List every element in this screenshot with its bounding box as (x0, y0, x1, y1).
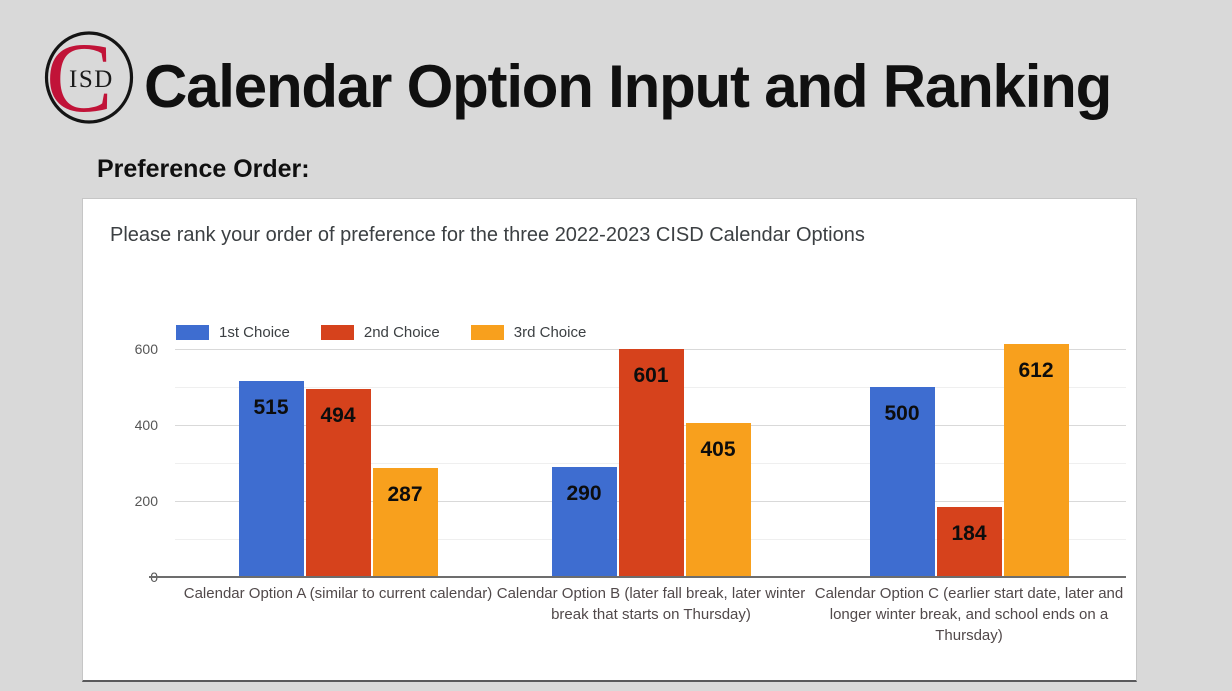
bar-value-label: 184 (951, 522, 987, 546)
legend-label: 3rd Choice (513, 324, 587, 341)
bar-value-label: 612 (1018, 359, 1054, 383)
legend-label: 2nd Choice (363, 324, 440, 341)
chart-panel: Please rank your order of preference for… (82, 198, 1137, 682)
bar-value-label: 515 (253, 396, 289, 420)
bar[interactable] (1003, 344, 1069, 577)
legend-swatch-icon (176, 325, 209, 340)
bar-value-label: 405 (700, 438, 736, 462)
bar[interactable] (869, 387, 935, 577)
bar[interactable] (618, 348, 684, 577)
bar[interactable] (551, 466, 617, 577)
x-axis-line (149, 576, 1126, 578)
y-axis-tick-label: 600 (134, 341, 158, 357)
x-axis-category-label: Calendar Option A (similar to current ca… (183, 585, 493, 602)
cisd-logo-icon: C ISD (44, 30, 134, 125)
chart-plot-area: 0200400600515290500494601184287405612Cal… (83, 199, 1136, 680)
x-axis-category-label: Calendar Option B (later fall break, lat… (496, 585, 806, 623)
bar[interactable] (936, 507, 1002, 577)
bar[interactable] (238, 381, 304, 577)
logo-letter-c: C (46, 30, 113, 125)
bar-value-label: 287 (387, 482, 423, 506)
y-axis-tick-label: 400 (134, 417, 158, 433)
chart-title: Please rank your order of preference for… (110, 224, 865, 246)
legend-label: 1st Choice (219, 324, 290, 341)
bar-value-label: 290 (566, 481, 602, 505)
preference-order-heading: Preference Order: (97, 155, 310, 183)
bar-value-label: 500 (884, 402, 920, 425)
legend-swatch-icon (320, 325, 354, 340)
y-axis-tick-label: 200 (134, 493, 158, 509)
legend-swatch-icon (470, 325, 504, 340)
chart-legend: 1st Choice 2nd Choice 3rd Choice (176, 324, 586, 341)
legend-item: 1st Choice (176, 324, 290, 341)
bar[interactable] (305, 389, 371, 577)
legend-item: 3rd Choice (470, 324, 587, 341)
logo-ring (44, 31, 134, 124)
bar-value-label: 601 (633, 363, 669, 387)
legend-item: 2nd Choice (320, 324, 440, 341)
bar[interactable] (372, 467, 438, 577)
page-title: Calendar Option Input and Ranking (144, 53, 1112, 120)
bar[interactable] (685, 423, 751, 577)
bar-value-label: 494 (320, 404, 356, 428)
logo-letters-isd: ISD (69, 66, 114, 93)
x-axis-category-label: Calendar Option C (earlier start date, l… (814, 585, 1124, 644)
